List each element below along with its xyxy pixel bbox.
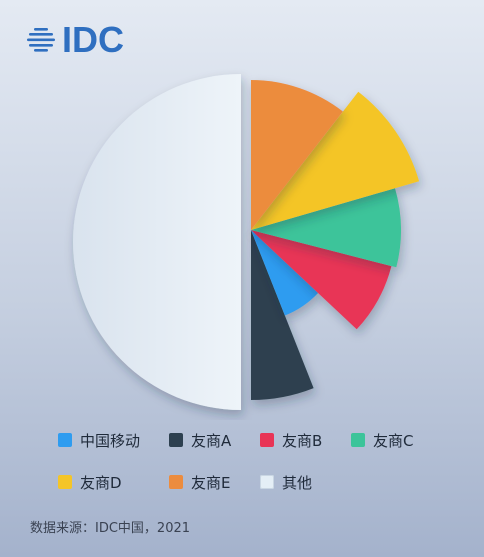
legend-label: 友商B [282, 431, 323, 450]
legend-item-other: 其他 [260, 470, 312, 494]
slice-vendor-d [251, 91, 420, 230]
legend-label: 友商C [373, 431, 414, 450]
legend-label: 其他 [282, 473, 313, 492]
legend-item-vendor-d: 友商D [58, 470, 169, 494]
legend-item-china-mobile: 中国移动 [58, 428, 169, 452]
chart-legend: 中国移动 友商A 友商B 友商C 友商D 友商E 其他 [58, 428, 478, 512]
legend-label: 友商E [191, 473, 231, 492]
slice-vendor-e [251, 80, 343, 230]
legend-row-2: 友商D 友商E 其他 [58, 470, 478, 494]
slice-china-mobile [251, 230, 319, 316]
legend-item-vendor-c: 友商C [351, 428, 413, 452]
slice-other [73, 74, 241, 410]
legend-item-vendor-a: 友商A [169, 428, 260, 452]
legend-swatch [169, 475, 183, 489]
legend-label: 中国移动 [80, 431, 141, 450]
globe-lines-icon [27, 28, 55, 52]
legend-swatch [169, 433, 183, 447]
legend-row-1: 中国移动 友商A 友商B 友商C [58, 428, 478, 452]
slice-vendor-a [251, 230, 314, 401]
idc-logo: IDC [26, 22, 124, 58]
legend-item-vendor-b: 友商B [260, 428, 351, 452]
legend-swatch [58, 433, 72, 447]
legend-swatch [260, 475, 274, 489]
slice-vendor-c [251, 188, 401, 268]
legend-swatch [260, 433, 274, 447]
legend-swatch [58, 475, 72, 489]
pie-chart [73, 74, 420, 410]
data-source-note: 数据来源：IDC中国，2021 [30, 521, 191, 536]
legend-label: 友商A [191, 431, 232, 450]
logo-text: IDC [62, 19, 124, 60]
legend-item-vendor-e: 友商E [169, 470, 260, 494]
legend-label: 友商D [80, 473, 122, 492]
legend-swatch [351, 433, 365, 447]
slice-vendor-b [251, 230, 392, 330]
